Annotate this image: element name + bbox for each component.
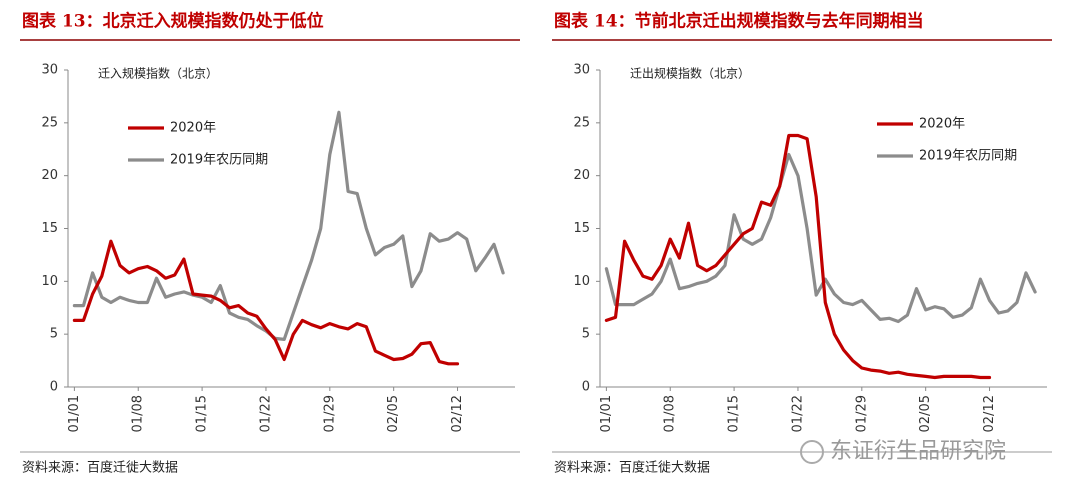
x-tick-label: 01/01 (599, 395, 614, 432)
legend-label: 2019年农历同期 (170, 153, 268, 168)
y-tick-label: 10 (41, 274, 58, 289)
y-tick-label: 0 (50, 380, 58, 395)
x-tick-label: 02/12 (450, 395, 465, 432)
y-tick-label: 25 (41, 115, 58, 130)
x-tick-label: 02/12 (982, 395, 997, 432)
x-tick-label: 01/15 (727, 395, 742, 432)
series-line (604, 152, 1037, 324)
source: 资料来源：百度迁徙大数据 (554, 460, 710, 476)
source: 资料来源：百度迁徙大数据 (22, 460, 178, 476)
series-line (72, 110, 505, 341)
x-tick-label: 01/29 (854, 395, 869, 432)
chart-title: 图表 13：北京迁入规模指数仍处于低位 (22, 11, 324, 32)
x-tick-label: 02/05 (918, 395, 933, 432)
y-tick-label: 30 (573, 63, 590, 78)
x-tick-label: 01/08 (131, 395, 146, 432)
watermark-icon (800, 440, 824, 464)
y-tick-label: 5 (50, 327, 58, 342)
legend-label: 2020年 (170, 121, 216, 136)
chart-title: 图表 14：节前北京迁出规模指数与去年同期相当 (554, 11, 924, 32)
y-tick-label: 10 (573, 274, 590, 289)
chart-subtitle: 迁出规模指数（北京） (630, 66, 750, 81)
y-tick-label: 30 (41, 63, 58, 78)
watermark: 东证衍生品研究院 (830, 439, 1006, 464)
y-tick-label: 20 (573, 168, 590, 183)
x-tick-label: 01/08 (663, 395, 678, 432)
x-tick-label: 01/29 (322, 395, 337, 432)
series-line (604, 133, 992, 380)
legend-label: 2019年农历同期 (919, 149, 1017, 164)
y-tick-label: 15 (41, 221, 58, 236)
series-line (72, 239, 460, 366)
chart-subtitle: 迁入规模指数（北京） (98, 66, 218, 81)
x-tick-label: 02/05 (386, 395, 401, 432)
y-tick-label: 15 (573, 221, 590, 236)
x-tick-label: 01/22 (258, 395, 273, 432)
x-tick-label: 01/01 (67, 395, 82, 432)
y-tick-label: 25 (573, 115, 590, 130)
y-tick-label: 5 (582, 327, 590, 342)
y-tick-label: 20 (41, 168, 58, 183)
legend-label: 2020年 (919, 117, 965, 132)
x-tick-label: 01/15 (195, 395, 210, 432)
y-tick-label: 0 (582, 380, 590, 395)
x-tick-label: 01/22 (790, 395, 805, 432)
